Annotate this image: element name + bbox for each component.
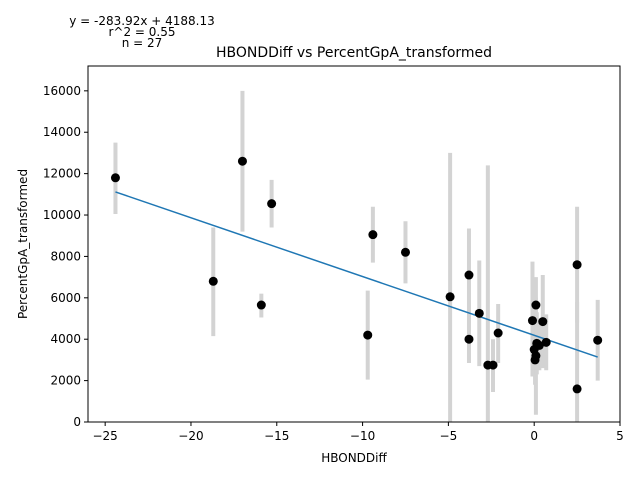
y-tick-label: 4000 xyxy=(50,332,81,346)
data-point xyxy=(208,276,218,286)
data-point xyxy=(363,330,373,340)
y-tick-label: 16000 xyxy=(43,84,81,98)
x-tick-label: −20 xyxy=(178,429,203,443)
data-point xyxy=(534,340,544,350)
x-axis-label: HBONDDiff xyxy=(321,451,387,465)
data-point xyxy=(368,230,378,240)
y-tick-label: 6000 xyxy=(50,291,81,305)
data-point xyxy=(256,300,266,310)
data-point xyxy=(541,337,551,347)
data-point xyxy=(237,156,247,166)
regression-line xyxy=(115,191,598,358)
data-point xyxy=(464,334,474,344)
data-point xyxy=(538,317,548,327)
annotation-n: n = 27 xyxy=(122,36,163,50)
data-point xyxy=(493,328,503,338)
x-tick-label: −15 xyxy=(264,429,289,443)
data-point xyxy=(572,384,582,394)
x-axis-ticks: −25 −20 −15 −10 −5 0 5 xyxy=(92,422,624,443)
y-tick-label: 10000 xyxy=(43,208,81,222)
y-tick-label: 0 xyxy=(73,415,81,429)
annotation-r-squared: r^2 = 0.55 xyxy=(108,25,175,39)
x-tick-label: −5 xyxy=(440,429,458,443)
data-point xyxy=(445,292,455,302)
data-point xyxy=(531,351,541,361)
data-point xyxy=(488,360,498,370)
x-tick-label: 0 xyxy=(530,429,538,443)
x-tick-label: −25 xyxy=(92,429,117,443)
data-point xyxy=(267,199,277,209)
x-tick-label: 5 xyxy=(616,429,624,443)
data-point xyxy=(464,270,474,280)
data-point xyxy=(527,316,537,326)
y-tick-label: 2000 xyxy=(50,374,81,388)
data-points xyxy=(110,156,603,394)
annotation-equation: y = -283.92x + 4188.13 xyxy=(69,14,215,28)
error-bars xyxy=(113,90,600,422)
y-axis-label: PercentGpA_transformed xyxy=(16,169,30,319)
annotations: y = -283.92x + 4188.13 r^2 = 0.55 n = 27 xyxy=(69,14,215,50)
data-point xyxy=(400,247,410,257)
y-tick-label: 12000 xyxy=(43,167,81,181)
fit-line-layer xyxy=(115,191,598,358)
data-point xyxy=(593,335,603,345)
data-point xyxy=(572,260,582,270)
x-tick-label: −10 xyxy=(350,429,375,443)
data-point xyxy=(531,300,541,310)
plot-frame xyxy=(87,65,621,423)
data-point xyxy=(474,308,484,318)
data-point xyxy=(110,173,120,183)
y-tick-label: 14000 xyxy=(43,125,81,139)
chart-title: HBONDDiff vs PercentGpA_transformed xyxy=(216,45,492,61)
y-axis-ticks: 0 2000 4000 6000 8000 10000 12000 14000 16000 xyxy=(43,84,88,429)
y-tick-label: 8000 xyxy=(50,249,81,263)
